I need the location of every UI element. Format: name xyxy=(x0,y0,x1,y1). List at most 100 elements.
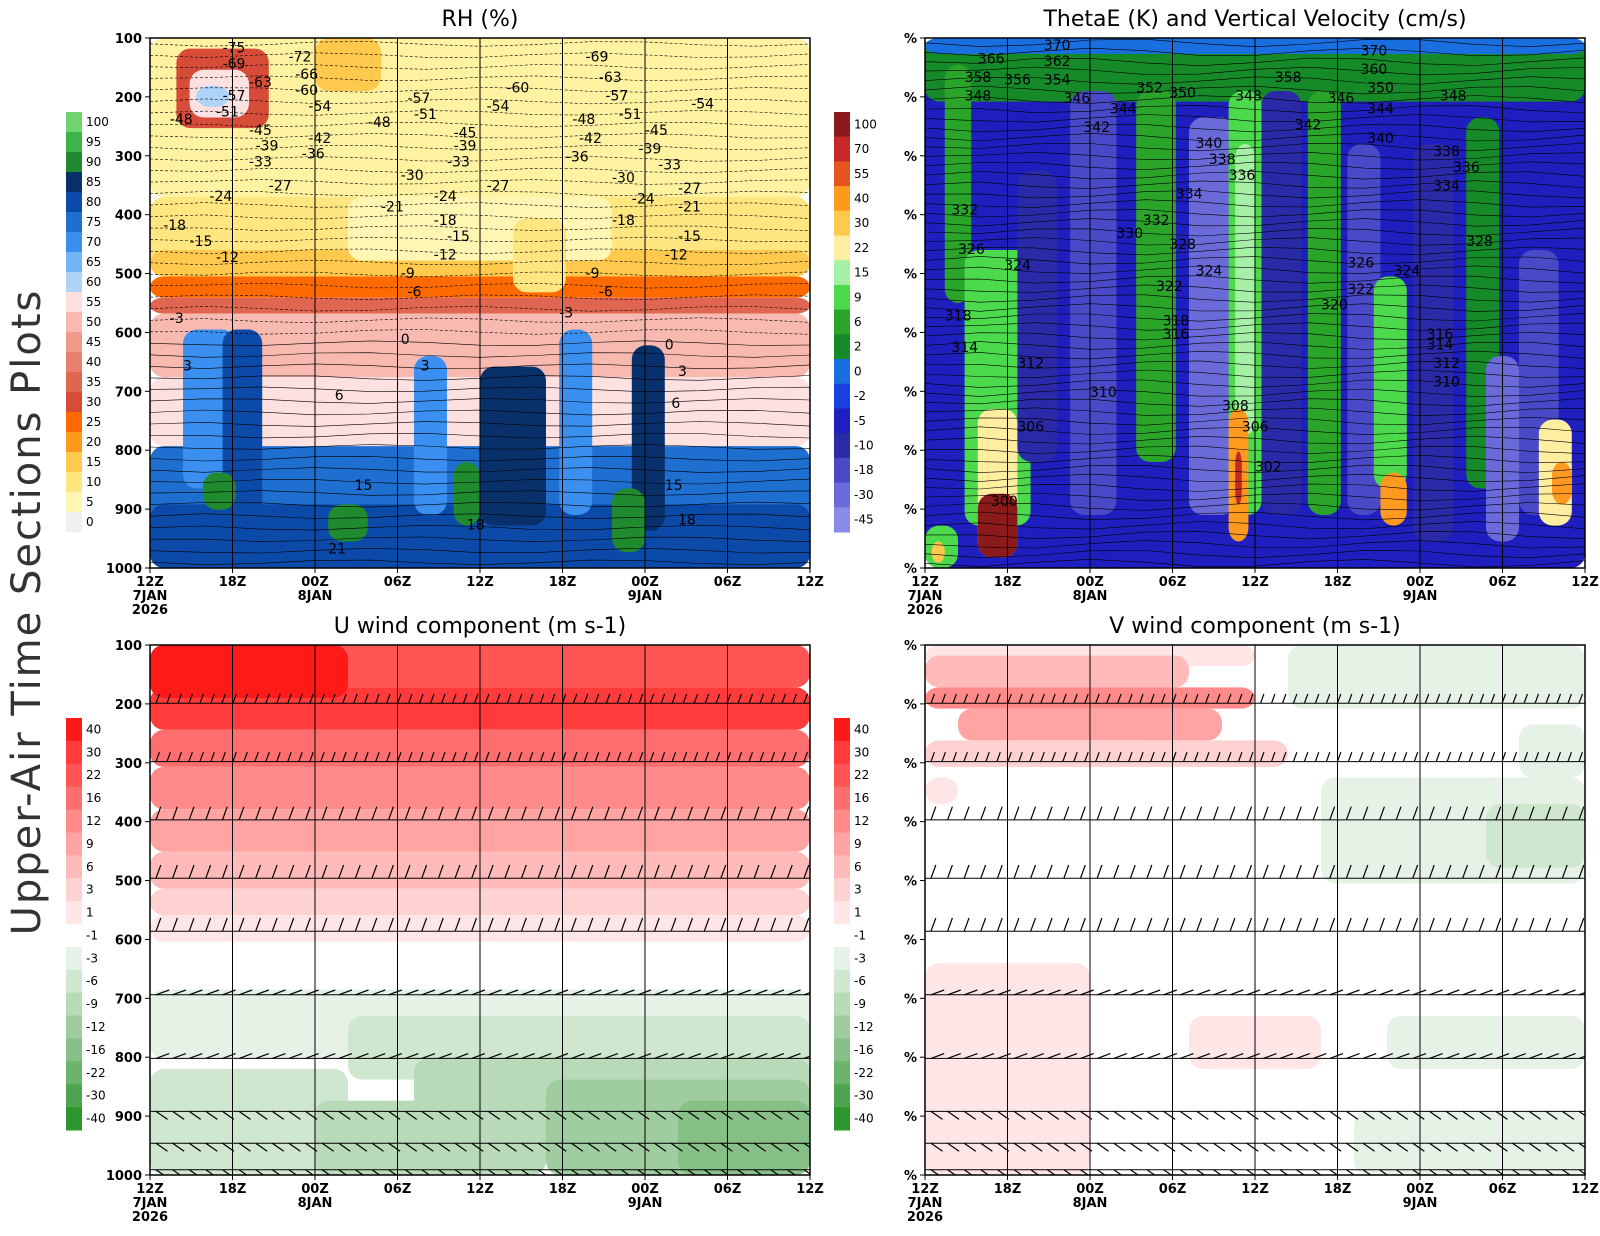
thetae-contour-label: 344 xyxy=(1367,102,1394,118)
thetae-colorbar-label: -2 xyxy=(854,389,866,403)
rh-xtick-label: 00Z xyxy=(631,575,659,590)
thetae-xtick-label: 06Z xyxy=(1489,575,1517,590)
v-wind-barb xyxy=(1196,917,1203,932)
u-wind-barb xyxy=(454,1110,467,1120)
u-wind-barb xyxy=(660,751,666,762)
u-wind-barb xyxy=(471,917,478,932)
thetae-contour-label: 326 xyxy=(958,242,985,258)
v-wind-barb xyxy=(1391,751,1397,762)
rh-contour-label: -48 xyxy=(170,112,193,128)
thetae-date-label: 7JAN xyxy=(908,589,943,604)
u-xtick-label: 18Z xyxy=(549,1182,577,1197)
thetae-colorbar-label: 55 xyxy=(854,167,869,181)
v-wind-barb xyxy=(1512,1110,1525,1120)
v-wind-barb xyxy=(1172,751,1177,762)
v-wind-barb xyxy=(1117,693,1122,704)
u-ytick-label: 300 xyxy=(115,757,142,772)
v-wind-barb xyxy=(1130,1169,1140,1175)
u-wind-barb xyxy=(205,989,220,996)
thetae-contour-label: 360 xyxy=(1361,62,1388,78)
u-wind-barb xyxy=(265,693,270,704)
u-wind-barb xyxy=(210,751,215,762)
u-wind-barb xyxy=(487,1142,501,1152)
v-wind-barb xyxy=(1226,751,1232,762)
thetae-date-label: 8JAN xyxy=(1073,589,1108,604)
u-wind-barb xyxy=(627,751,633,762)
u-wind-barb xyxy=(787,1110,800,1120)
u-wind-barb xyxy=(243,751,248,762)
v-wind-barb xyxy=(947,917,953,932)
u-wind-barb xyxy=(495,693,501,704)
v-colorbar-swatch xyxy=(834,901,850,925)
u-colorbar-swatch xyxy=(66,855,82,879)
v-colorbar-swatch xyxy=(834,878,850,902)
u-wind-barb xyxy=(627,693,633,704)
v-field-region xyxy=(1519,724,1585,778)
thetae-contour-label: 370 xyxy=(1361,43,1388,59)
rh-contour-label: -18 xyxy=(163,218,186,234)
rh-colorbar-label: 0 xyxy=(86,515,94,529)
u-wind-barb xyxy=(539,693,545,704)
u-wind-barb xyxy=(693,751,699,762)
thetae-contour-label: 332 xyxy=(1143,213,1170,229)
v-wind-barb xyxy=(1216,693,1221,704)
v-wind-barb xyxy=(1534,693,1540,704)
v-wind-barb xyxy=(1578,917,1585,932)
v-wind-barb xyxy=(1013,806,1020,821)
v-wind-barb xyxy=(1279,806,1286,821)
v-wind-barb xyxy=(1545,989,1560,996)
v-wind-barb xyxy=(1462,1110,1475,1120)
u-wind-barb xyxy=(271,1142,285,1152)
u-wind-barb xyxy=(388,806,394,821)
u-wind-barb xyxy=(375,693,380,704)
u-wind-barb xyxy=(587,864,594,879)
rh-contour-label: -3 xyxy=(559,306,573,322)
v-wind-barb xyxy=(1212,806,1219,821)
thetae-xtick-label: 12Z xyxy=(911,575,939,590)
u-wind-barb xyxy=(364,751,369,762)
v-wind-barb xyxy=(1362,806,1369,821)
u-wind-barb xyxy=(504,1110,517,1120)
v-wind-barb xyxy=(1511,806,1518,821)
v-wind-barb xyxy=(1196,806,1203,821)
u-wind-barb xyxy=(177,693,182,704)
u-wind-barb xyxy=(188,693,193,704)
v-wind-barb xyxy=(1229,806,1236,821)
u-ytick-label: 500 xyxy=(115,875,142,890)
thetae-contour-label: 350 xyxy=(1367,80,1394,96)
thetae-colorbar-swatch xyxy=(834,136,850,162)
u-wind-barb xyxy=(305,989,319,996)
v-wind-barb xyxy=(1179,806,1186,821)
u-title: U wind component (m s-1) xyxy=(334,614,627,639)
rh-contour-label: -42 xyxy=(579,131,602,147)
u-wind-barb xyxy=(786,864,793,879)
rh-contour-label: -24 xyxy=(632,192,655,208)
v-wind-barb xyxy=(1429,1110,1442,1120)
rh-colorbar-swatch xyxy=(66,132,82,153)
v-wind-barb xyxy=(1263,989,1277,996)
u-wind-barb xyxy=(437,806,444,821)
rh-colorbar-label: 50 xyxy=(86,315,101,329)
v-wind-barb xyxy=(1216,751,1221,762)
rh-contour-label: -12 xyxy=(216,250,239,266)
rh-colorbar-swatch xyxy=(66,352,82,373)
u-wind-barb xyxy=(338,806,345,821)
rh-colorbar-swatch xyxy=(66,192,82,213)
thetae-colorbar-label: -30 xyxy=(854,488,874,502)
v-wind-barb xyxy=(1096,917,1103,932)
v-wind-barb xyxy=(1129,917,1136,932)
thetae-colorbar-swatch xyxy=(834,112,850,138)
rh-date-label: 2026 xyxy=(132,603,168,618)
u-xtick-label: 12Z xyxy=(796,1182,824,1197)
u-wind-barb xyxy=(388,1110,401,1120)
rh-colorbar-swatch xyxy=(66,312,82,333)
v-wind-barb xyxy=(1179,1142,1193,1152)
v-wind-barb xyxy=(1150,693,1155,704)
v-wind-barb xyxy=(930,1142,943,1152)
thetae-contour-label: 342 xyxy=(1295,118,1322,134)
u-wind-barb xyxy=(188,1053,203,1059)
v-wind-barb xyxy=(1534,751,1540,762)
u-colorbar-swatch xyxy=(66,901,82,925)
v-wind-barb xyxy=(996,864,1003,879)
v-wind-barb xyxy=(1312,864,1319,879)
